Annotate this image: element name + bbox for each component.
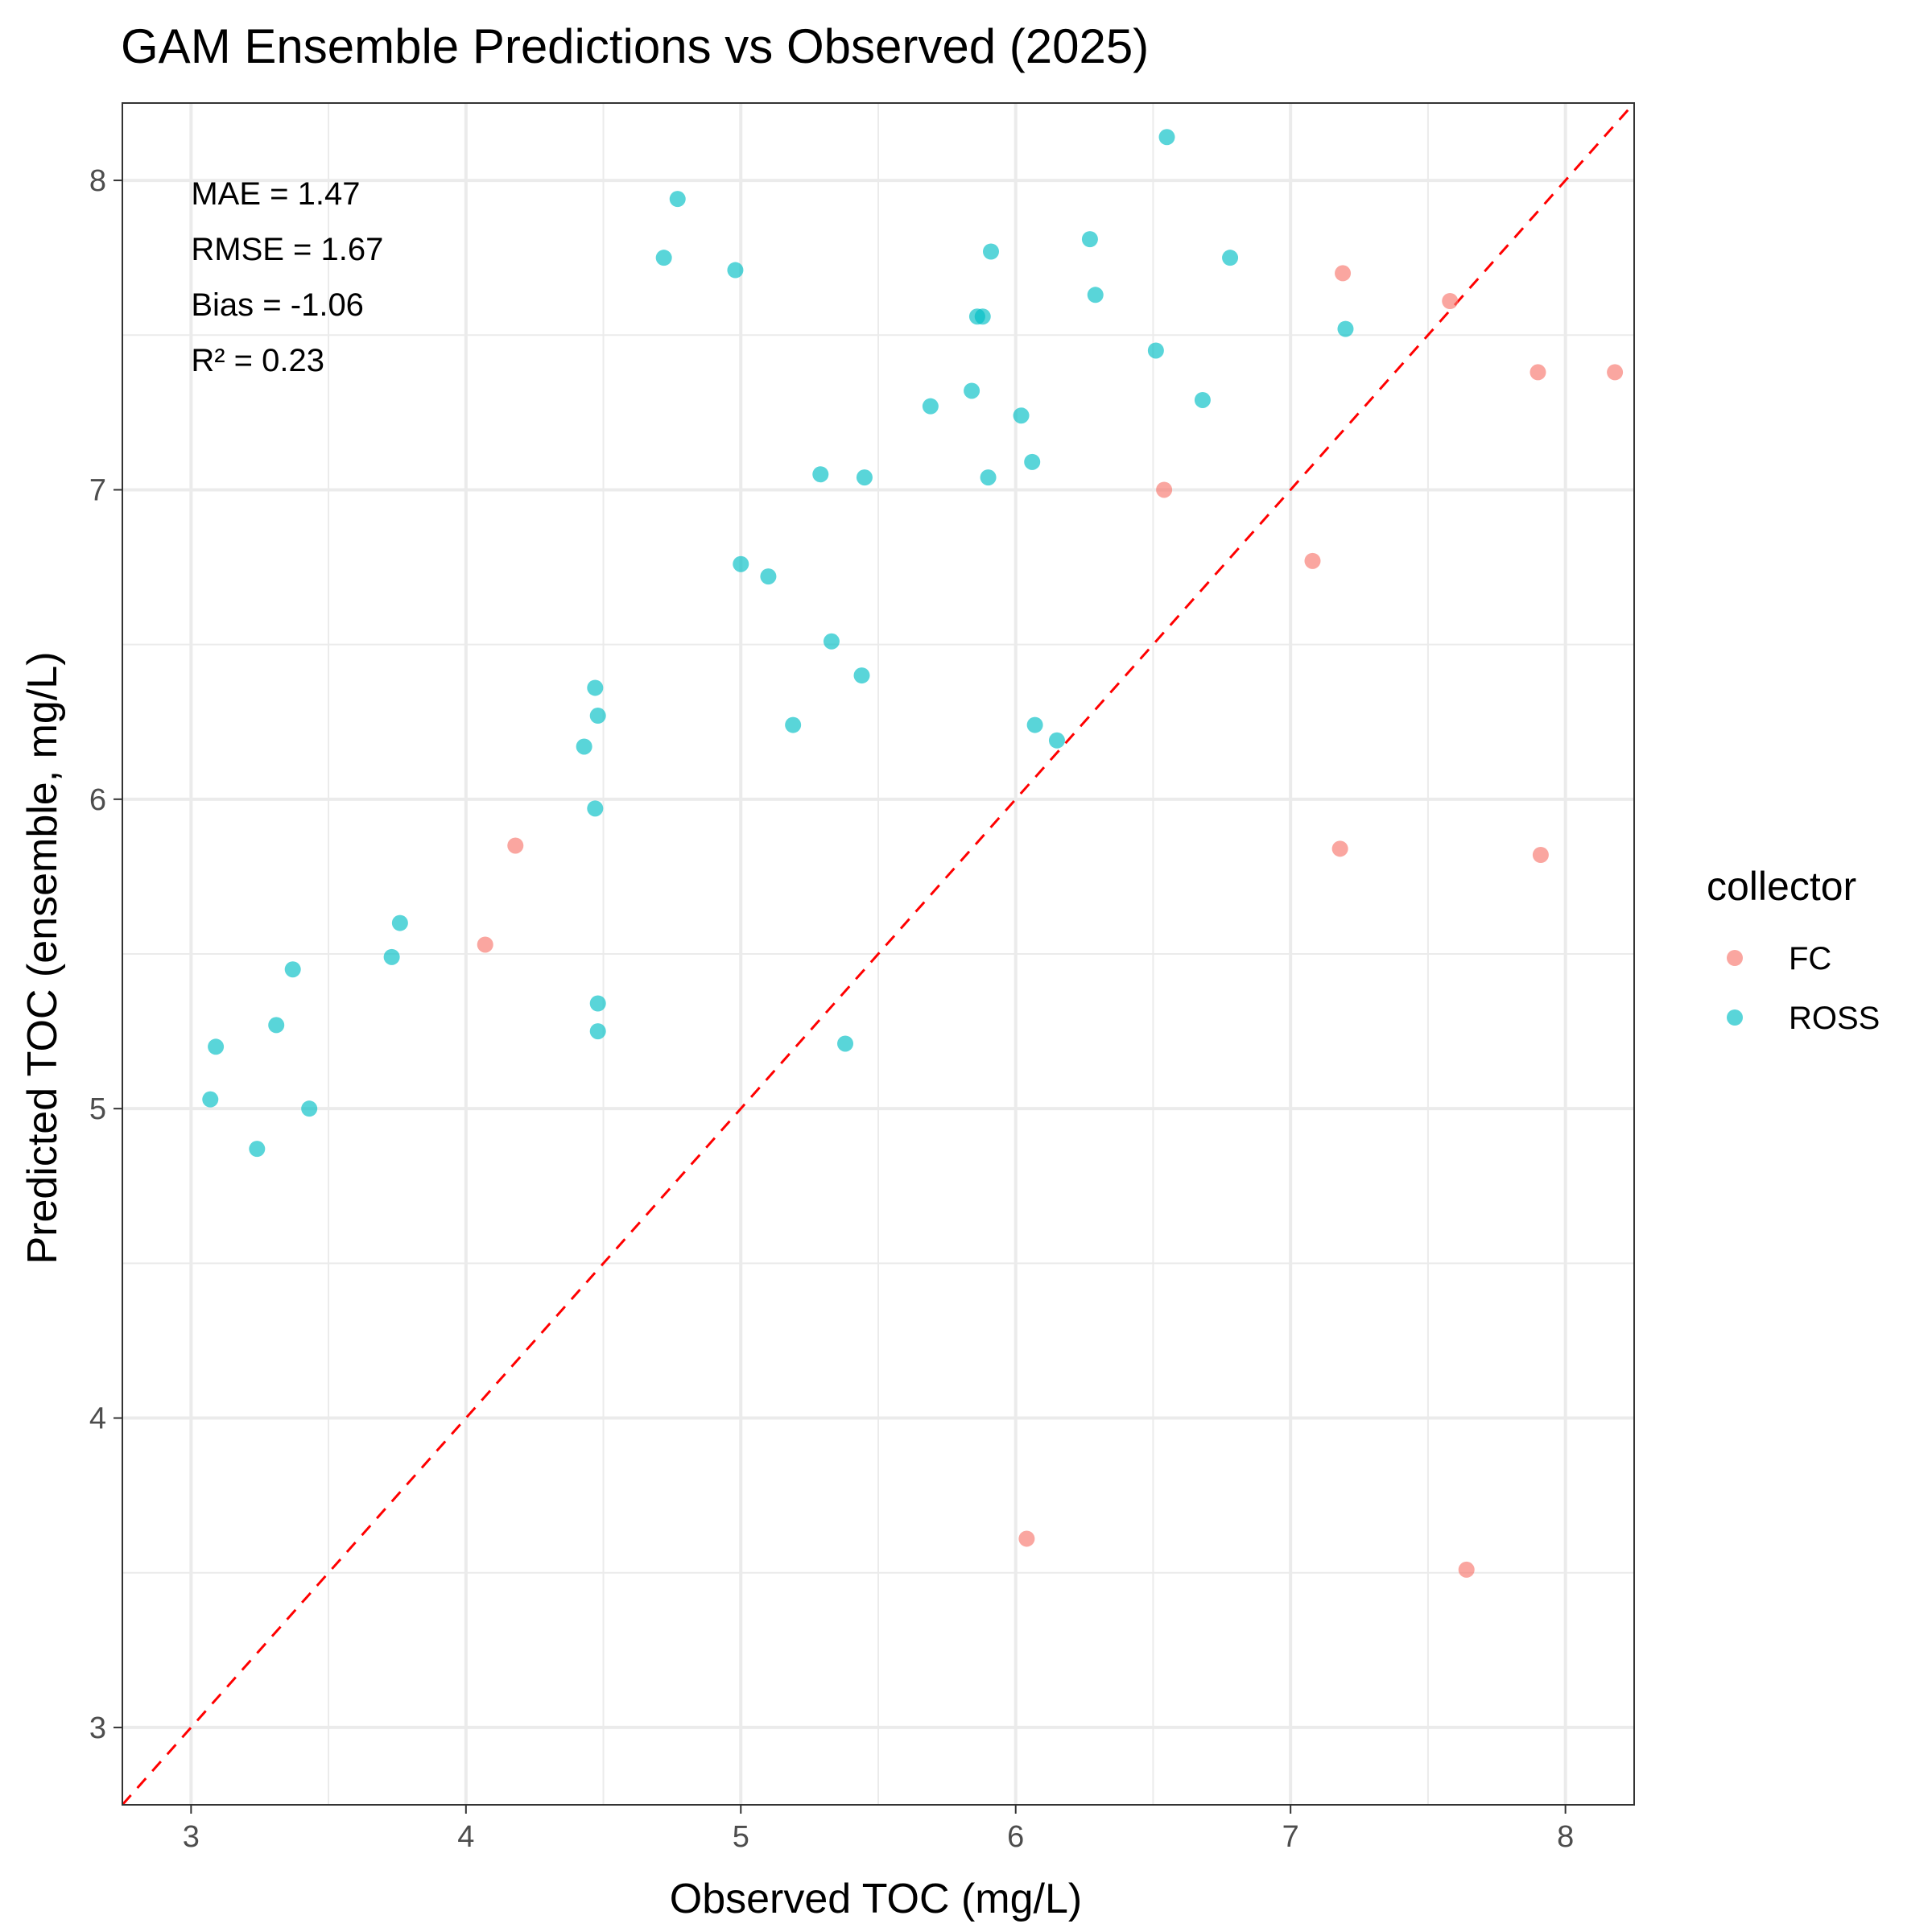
x-tick-label: 3	[183, 1820, 200, 1854]
x-tick-label: 4	[457, 1820, 474, 1854]
data-points	[202, 129, 1624, 1578]
metric-annotation: Bias = -1.06	[191, 287, 364, 323]
point-ross	[727, 262, 744, 279]
metric-annotation: MAE = 1.47	[191, 176, 360, 212]
y-tick-label: 8	[89, 164, 106, 198]
y-tick-label: 4	[89, 1402, 106, 1436]
x-tick-label: 5	[733, 1820, 749, 1854]
x-axis: 3 4 5 6 7 8	[183, 1805, 1574, 1854]
legend-key-fc	[1727, 950, 1743, 966]
point-ross	[982, 243, 999, 260]
point-ross	[785, 716, 802, 733]
point-ross	[1087, 287, 1104, 303]
x-axis-title: Observed TOC (mg/L)	[670, 1876, 1082, 1922]
point-ross	[589, 708, 606, 724]
y-tick-label: 5	[89, 1092, 106, 1126]
point-ross	[856, 469, 873, 486]
point-fc	[477, 936, 493, 953]
point-fc	[1530, 364, 1546, 381]
point-ross	[391, 914, 408, 931]
point-ross	[1158, 129, 1175, 146]
y-axis: 3 4 5 6 7 8	[89, 164, 122, 1745]
legend-title: collector	[1707, 864, 1856, 909]
point-ross	[589, 1023, 606, 1040]
plot-area: MAE = 1.47 RMSE = 1.67 Bias = -1.06 R² = 0.…	[121, 102, 1636, 1806]
legend: collector FC ROSS	[1707, 864, 1880, 1036]
point-ross	[823, 633, 840, 650]
point-ross	[1222, 250, 1239, 266]
point-ross	[1048, 732, 1065, 749]
point-ross	[974, 308, 991, 325]
point-fc	[507, 837, 524, 854]
chart-title: GAM Ensemble Predictions vs Observed (20…	[121, 19, 1149, 73]
x-tick-label: 8	[1557, 1820, 1574, 1854]
x-tick-label: 7	[1282, 1820, 1299, 1854]
point-fc	[1335, 265, 1352, 282]
point-ross	[812, 466, 829, 483]
point-ross	[587, 800, 604, 817]
legend-label-ross: ROSS	[1789, 1001, 1880, 1036]
point-ross	[1013, 407, 1030, 424]
point-ross	[202, 1091, 219, 1108]
point-ross	[249, 1141, 266, 1158]
point-ross	[964, 382, 980, 399]
point-ross	[1337, 320, 1354, 337]
point-ross	[837, 1035, 854, 1052]
metric-annotation: R² = 0.23	[191, 343, 324, 378]
point-ross	[760, 568, 777, 585]
point-ross	[1081, 231, 1098, 248]
point-fc	[1607, 364, 1624, 381]
metric-annotation: RMSE = 1.67	[191, 232, 383, 267]
point-fc	[1532, 847, 1549, 864]
point-ross	[208, 1038, 225, 1055]
y-tick-label: 6	[89, 783, 106, 817]
point-ross	[589, 995, 606, 1012]
point-ross	[733, 555, 749, 572]
point-ross	[268, 1017, 285, 1034]
legend-key-ross	[1727, 1009, 1743, 1026]
y-tick-label: 7	[89, 473, 106, 507]
point-ross	[587, 679, 604, 696]
point-ross	[1024, 453, 1041, 470]
y-axis-title: Predicted TOC (ensemble, mg/L)	[19, 651, 66, 1264]
point-ross	[1147, 342, 1164, 359]
point-ross	[301, 1100, 318, 1117]
x-tick-label: 6	[1007, 1820, 1024, 1854]
point-ross	[922, 398, 939, 415]
point-fc	[1018, 1530, 1035, 1547]
point-ross	[853, 667, 870, 684]
point-ross	[669, 191, 686, 208]
panel-border	[122, 102, 1635, 1806]
point-ross	[383, 948, 400, 965]
point-fc	[1331, 840, 1348, 857]
legend-label-fc: FC	[1789, 941, 1831, 976]
y-tick-label: 3	[89, 1711, 106, 1745]
identity-reference-line	[121, 102, 1636, 1806]
metrics-annotation: MAE = 1.47 RMSE = 1.67 Bias = -1.06 R² = 0.…	[191, 176, 383, 378]
point-ross	[655, 250, 672, 266]
point-fc	[1156, 481, 1173, 498]
point-fc	[1458, 1561, 1475, 1578]
point-ross	[576, 738, 592, 755]
point-fc	[1442, 292, 1459, 309]
grid-major	[122, 103, 1634, 1805]
point-ross	[284, 961, 301, 978]
point-ross	[1194, 391, 1211, 408]
point-fc	[1304, 552, 1321, 569]
point-ross	[1026, 716, 1043, 733]
point-ross	[980, 469, 997, 486]
